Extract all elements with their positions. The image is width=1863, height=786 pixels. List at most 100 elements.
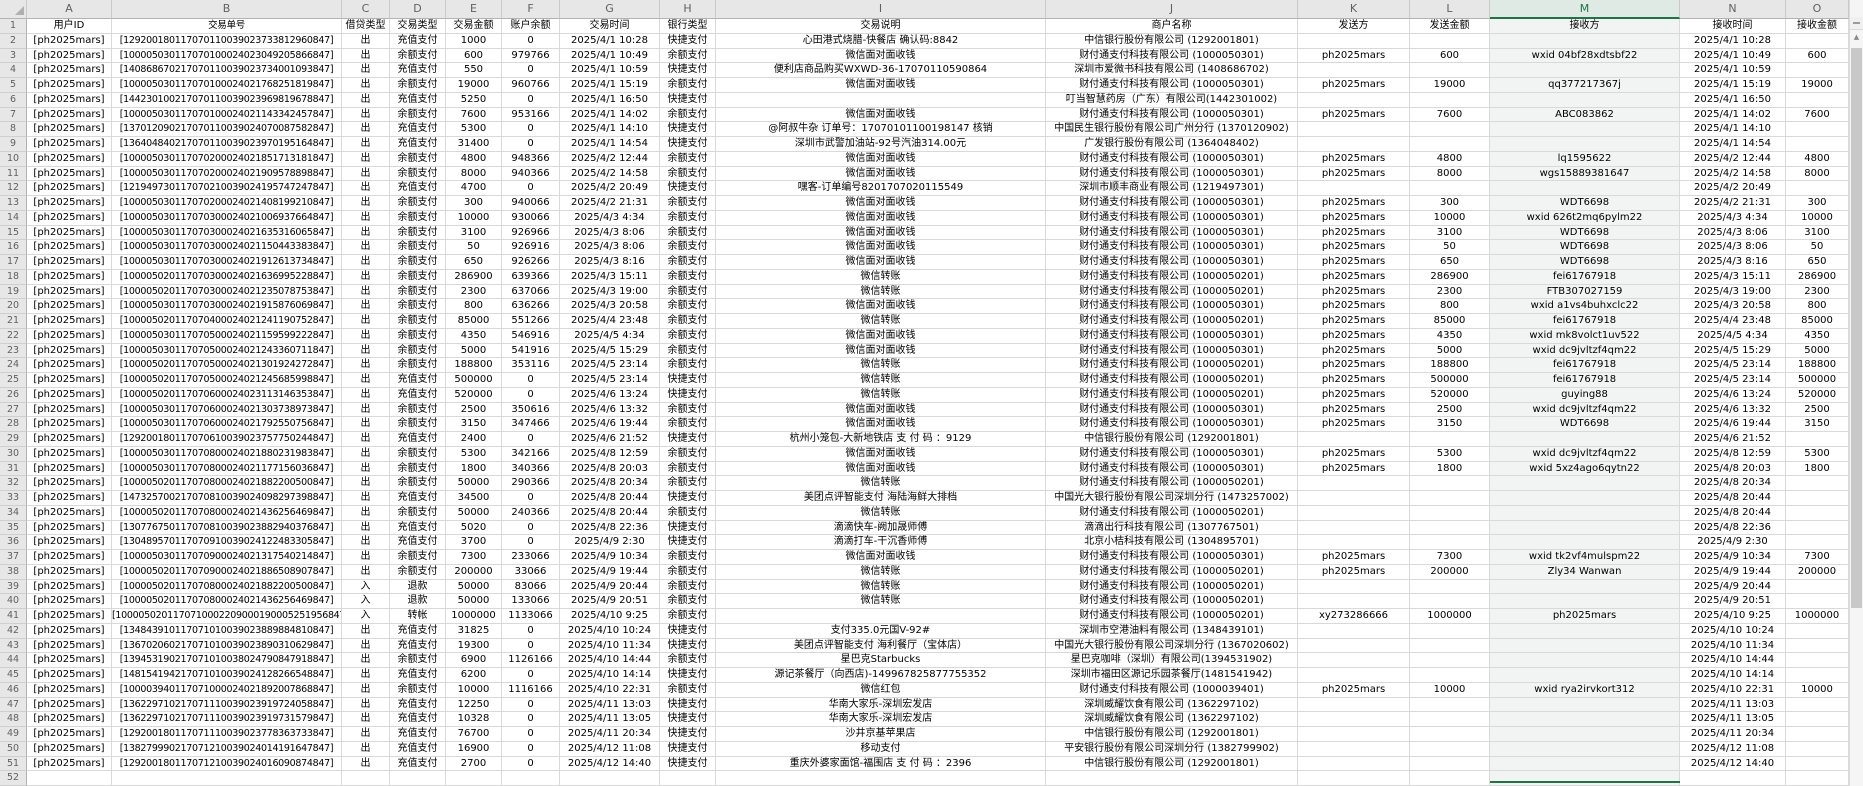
cell-C48[interactable]: 出 — [342, 712, 390, 727]
cell-N45[interactable]: 2025/4/10 14:14 — [1680, 668, 1786, 683]
cell-G35[interactable]: 2025/4/8 22:36 — [560, 520, 660, 536]
cell-G10[interactable]: 2025/4/2 12:44 — [560, 151, 660, 167]
cell-I45[interactable]: 源记茶餐厅（向西店)-149967825877755352 — [716, 668, 1046, 683]
cell-C49[interactable]: 出 — [342, 727, 390, 742]
cell-N51[interactable]: 2025/4/12 14:40 — [1680, 756, 1786, 772]
cell-C9[interactable]: 出 — [342, 137, 390, 152]
cell-N23[interactable]: 2025/4/5 15:29 — [1680, 343, 1786, 359]
cell-D10[interactable]: 余额支付 — [390, 151, 446, 167]
cell-K23[interactable]: ph2025mars — [1298, 343, 1410, 359]
cell-O50[interactable] — [1786, 741, 1849, 757]
cell-J20[interactable]: 财付通支付科技有限公司 (1000050301) — [1046, 299, 1298, 314]
row-header-30[interactable]: 30 — [0, 446, 27, 462]
cell-J23[interactable]: 财付通支付科技有限公司 (1000050301) — [1046, 343, 1298, 359]
row-header-32[interactable]: 32 — [0, 476, 27, 491]
cell-K13[interactable]: ph2025mars — [1298, 196, 1410, 211]
cell-A34[interactable]: [ph2025mars] — [27, 505, 112, 521]
cell-D48[interactable]: 充值支付 — [390, 712, 446, 727]
cell-F18[interactable]: 639366 — [502, 269, 560, 285]
cell-A46[interactable]: [ph2025mars] — [27, 682, 112, 698]
cell-A36[interactable]: [ph2025mars] — [27, 535, 112, 550]
cell-B25[interactable]: [100005020117070500024021245685998847] — [112, 373, 342, 388]
cell-F50[interactable]: 0 — [502, 741, 560, 757]
row-header-14[interactable]: 14 — [0, 210, 27, 226]
cell-N11[interactable]: 2025/4/2 14:58 — [1680, 166, 1786, 182]
cell-L4[interactable] — [1410, 63, 1490, 78]
cell-I44[interactable]: 星巴克Starbucks — [716, 653, 1046, 668]
cell-M34[interactable] — [1490, 505, 1680, 521]
cell-I21[interactable]: 微信转账 — [716, 314, 1046, 329]
cell-O8[interactable] — [1786, 122, 1849, 137]
cell-J42[interactable]: 深圳市空港油料有限公司 (1348439101) — [1046, 623, 1298, 639]
cell-B2[interactable]: [129200180117070110039023733812960847] — [112, 33, 342, 49]
cell-O35[interactable] — [1786, 520, 1849, 536]
cell-E15[interactable]: 3100 — [446, 225, 502, 241]
cell-A29[interactable]: [ph2025mars] — [27, 432, 112, 447]
cell-D14[interactable]: 余额支付 — [390, 210, 446, 226]
cell-K5[interactable]: ph2025mars — [1298, 78, 1410, 93]
cell-C20[interactable]: 出 — [342, 299, 390, 314]
cell-B29[interactable]: [129200180117070610039023757750244847] — [112, 432, 342, 447]
cell-A45[interactable]: [ph2025mars] — [27, 668, 112, 683]
column-header-O[interactable]: O — [1786, 0, 1849, 19]
cell-F3[interactable]: 979766 — [502, 48, 560, 64]
cell-H6[interactable]: 快捷支付 — [660, 92, 716, 108]
cell-O18[interactable]: 286900 — [1786, 269, 1849, 285]
cell-K51[interactable] — [1298, 756, 1410, 772]
cell-D51[interactable]: 充值支付 — [390, 756, 446, 772]
cell-J24[interactable]: 财付通支付科技有限公司 (1000050201) — [1046, 358, 1298, 373]
cell-N44[interactable]: 2025/4/10 14:44 — [1680, 653, 1786, 668]
cell-C50[interactable]: 出 — [342, 741, 390, 757]
cell-E41[interactable]: 1000000 — [446, 609, 502, 624]
cell-M51[interactable] — [1490, 756, 1680, 772]
cell-O1[interactable]: 接收金额 — [1786, 19, 1849, 34]
cell-D4[interactable]: 充值支付 — [390, 63, 446, 78]
cell-H50[interactable]: 快捷支付 — [660, 741, 716, 757]
cell-N3[interactable]: 2025/4/1 10:49 — [1680, 48, 1786, 64]
column-header-E[interactable]: E — [446, 0, 502, 19]
cell-H16[interactable]: 余额支付 — [660, 240, 716, 255]
cell-A7[interactable]: [ph2025mars] — [27, 107, 112, 123]
cell-F49[interactable]: 0 — [502, 727, 560, 742]
cell-A11[interactable]: [ph2025mars] — [27, 166, 112, 182]
cell-O15[interactable]: 3100 — [1786, 225, 1849, 241]
cell-B48[interactable]: [136229710217071110039023919731579847] — [112, 712, 342, 727]
cell-K6[interactable] — [1298, 92, 1410, 108]
cell-E7[interactable]: 7600 — [446, 107, 502, 123]
cell-H22[interactable]: 余额支付 — [660, 328, 716, 344]
cell-K22[interactable]: ph2025mars — [1298, 328, 1410, 344]
cell-K24[interactable]: ph2025mars — [1298, 358, 1410, 373]
cell-K8[interactable] — [1298, 122, 1410, 137]
cell-H44[interactable]: 余额支付 — [660, 653, 716, 668]
cell-D42[interactable]: 充值支付 — [390, 623, 446, 639]
cell-C26[interactable]: 出 — [342, 387, 390, 403]
cell-L50[interactable] — [1410, 741, 1490, 757]
cell-C52[interactable] — [342, 771, 390, 786]
cell-D13[interactable]: 余额支付 — [390, 196, 446, 211]
cell-K26[interactable]: ph2025mars — [1298, 387, 1410, 403]
row-header-11[interactable]: 11 — [0, 166, 27, 182]
cell-B7[interactable]: [100005030117070100024021143342457847] — [112, 107, 342, 123]
cell-K16[interactable]: ph2025mars — [1298, 240, 1410, 255]
cell-C7[interactable]: 出 — [342, 107, 390, 123]
cell-J13[interactable]: 财付通支付科技有限公司 (1000050301) — [1046, 196, 1298, 211]
cell-H18[interactable]: 余额支付 — [660, 269, 716, 285]
cell-L28[interactable]: 3150 — [1410, 417, 1490, 432]
cell-J33[interactable]: 中国光大银行股份有限公司深圳分行 (1473257002) — [1046, 491, 1298, 506]
cell-N21[interactable]: 2025/4/4 23:48 — [1680, 314, 1786, 329]
cell-L52[interactable] — [1410, 771, 1490, 786]
cell-O45[interactable] — [1786, 668, 1849, 683]
row-header-29[interactable]: 29 — [0, 432, 27, 447]
cell-B38[interactable]: [100005020117070900024021886508907847] — [112, 564, 342, 580]
cell-M1[interactable]: 接收方 — [1490, 19, 1680, 34]
column-header-D[interactable]: D — [390, 0, 446, 19]
cell-K34[interactable] — [1298, 505, 1410, 521]
cell-L32[interactable] — [1410, 476, 1490, 491]
cell-B47[interactable]: [136229710217071110039023919724058847] — [112, 697, 342, 713]
cell-I10[interactable]: 微信面对面收钱 — [716, 151, 1046, 167]
column-header-F[interactable]: F — [502, 0, 560, 19]
cell-N29[interactable]: 2025/4/6 21:52 — [1680, 432, 1786, 447]
cell-I30[interactable]: 微信面对面收钱 — [716, 446, 1046, 462]
cell-K7[interactable]: ph2025mars — [1298, 107, 1410, 123]
cell-G41[interactable]: 2025/4/10 9:25 — [560, 609, 660, 624]
